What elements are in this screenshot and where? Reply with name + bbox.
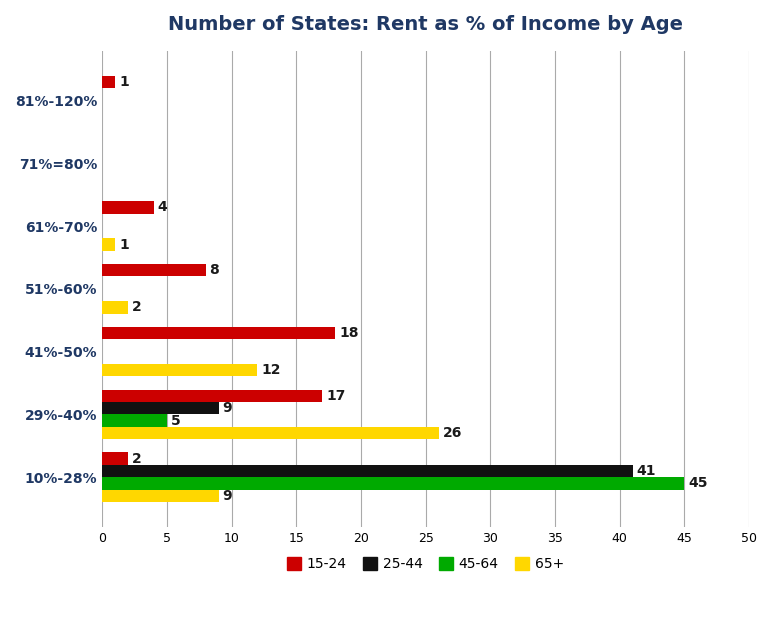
Text: 4: 4 <box>157 201 168 215</box>
Bar <box>102 477 684 490</box>
Bar <box>102 301 128 314</box>
Bar <box>102 452 128 465</box>
Text: 8: 8 <box>210 263 219 277</box>
Bar <box>102 201 154 214</box>
Bar <box>102 427 438 439</box>
Bar <box>102 465 632 477</box>
Text: 26: 26 <box>442 426 462 440</box>
Text: 12: 12 <box>262 363 281 377</box>
Text: 41: 41 <box>636 464 656 478</box>
Text: 1: 1 <box>119 238 129 252</box>
Text: 18: 18 <box>339 326 358 340</box>
Bar <box>102 364 257 377</box>
Text: 2: 2 <box>132 300 142 314</box>
Bar <box>102 402 218 415</box>
Title: Number of States: Rent as % of Income by Age: Number of States: Rent as % of Income by… <box>168 15 683 34</box>
Text: 17: 17 <box>326 389 345 403</box>
Bar <box>102 239 115 251</box>
Bar <box>102 389 322 402</box>
Text: 2: 2 <box>132 452 142 466</box>
Legend: 15-24, 25-44, 45-64, 65+: 15-24, 25-44, 45-64, 65+ <box>282 552 570 577</box>
Text: 5: 5 <box>171 413 181 428</box>
Bar <box>102 415 167 427</box>
Bar <box>102 76 115 88</box>
Text: 1: 1 <box>119 75 129 89</box>
Bar <box>102 264 205 276</box>
Bar <box>102 327 335 339</box>
Text: 9: 9 <box>222 489 232 503</box>
Text: 45: 45 <box>688 476 708 490</box>
Text: 9: 9 <box>222 401 232 415</box>
Bar <box>102 490 218 502</box>
